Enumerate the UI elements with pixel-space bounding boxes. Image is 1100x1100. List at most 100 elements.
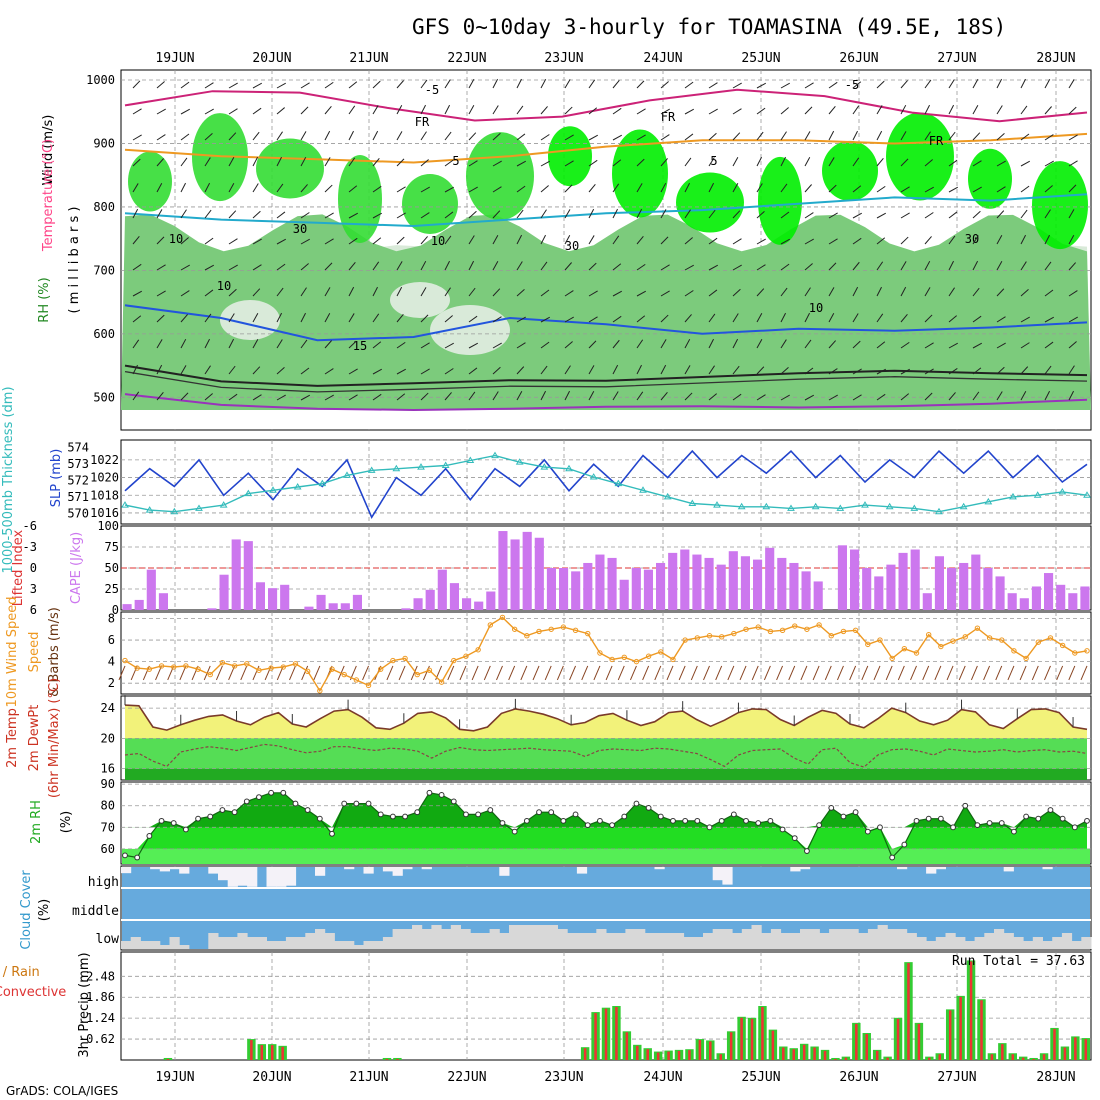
cape-bar-62 bbox=[874, 576, 884, 610]
surface-barb-24 bbox=[410, 665, 418, 681]
cloud-low-61 bbox=[712, 929, 723, 949]
wind-barb bbox=[636, 263, 646, 271]
precip-conv-bar-48 bbox=[625, 1032, 629, 1060]
wind-barb bbox=[636, 235, 644, 245]
rh2m-marker-14 bbox=[292, 800, 299, 807]
wind-barb bbox=[1020, 366, 1029, 375]
rh2m-marker-60 bbox=[852, 809, 859, 816]
cloud-low-20 bbox=[315, 929, 326, 949]
wind-barb bbox=[996, 235, 1003, 245]
rh2m-marker-19 bbox=[353, 800, 360, 807]
cloud-high-29 bbox=[402, 867, 413, 870]
wind-barb bbox=[276, 366, 285, 375]
cloud-low-89 bbox=[984, 933, 995, 949]
wind-barb bbox=[924, 236, 932, 245]
wind-barb bbox=[492, 261, 499, 271]
wind-barb bbox=[228, 82, 238, 89]
cloud-low-64 bbox=[741, 929, 752, 949]
surface-barb-55 bbox=[788, 665, 796, 681]
precip-conv-bar-87 bbox=[1032, 1058, 1035, 1060]
cloud-low-85 bbox=[945, 933, 956, 949]
wind-barb bbox=[684, 264, 694, 271]
rh2m-marker-65 bbox=[913, 817, 920, 824]
precip-label-3: 3hr Precip (mm) bbox=[77, 952, 92, 1057]
cape-tick-4: 100 bbox=[97, 519, 119, 533]
wind-barb bbox=[276, 339, 283, 349]
wind-barb bbox=[444, 159, 454, 167]
cloud-low-14 bbox=[256, 937, 267, 949]
slp-tick-0: 1016 bbox=[90, 506, 119, 520]
wind-barb bbox=[444, 315, 453, 323]
cloud-low-66 bbox=[761, 933, 772, 949]
precip-conv-bar-4 bbox=[166, 1058, 170, 1060]
wind-barb bbox=[156, 314, 165, 323]
thickness-marker-22 bbox=[663, 492, 672, 500]
wind-barb bbox=[756, 183, 763, 193]
thickness-marker-35 bbox=[984, 497, 993, 505]
cloud-high-69 bbox=[790, 867, 801, 872]
surface-barb-15 bbox=[301, 665, 309, 681]
rh2m-marker-63 bbox=[889, 854, 896, 861]
cloud-high-20 bbox=[315, 867, 326, 876]
wind-barb bbox=[1068, 390, 1075, 401]
thickness-label: 1000-500mb Thickness (dm) bbox=[1, 386, 16, 573]
wind-barb bbox=[780, 238, 791, 245]
surface-barb-22 bbox=[386, 665, 394, 681]
wind-barb bbox=[756, 394, 766, 401]
wind-barb bbox=[756, 288, 765, 297]
slp-tick-3: 1022 bbox=[90, 453, 119, 467]
wind-barb bbox=[204, 132, 213, 141]
wind-speed-marker-9 bbox=[231, 663, 238, 669]
thickness-marker-2 bbox=[170, 507, 179, 515]
rh2m-marker-50 bbox=[730, 811, 737, 818]
wind-speed-marker-51 bbox=[743, 626, 749, 632]
upper-air-panel: 500 600 700 800 900 1000 -5 -5 FR FR FR 5 5 10 10 10 10 1… bbox=[37, 69, 1092, 431]
rh2m-marker-42 bbox=[633, 800, 640, 807]
cape-bar-65 bbox=[910, 549, 920, 610]
wind-barb bbox=[972, 342, 983, 349]
cloud-low-88 bbox=[974, 937, 985, 949]
precip-conv-bar-89 bbox=[1053, 1028, 1056, 1060]
wind-barb bbox=[276, 131, 283, 141]
li-label: Lifted Index bbox=[11, 529, 26, 606]
wind-barb bbox=[492, 366, 501, 375]
slp-tick-1: 1018 bbox=[90, 488, 119, 502]
temp-label-3: (6hr Min/Max) (°C) bbox=[47, 678, 62, 798]
cloud-low-34 bbox=[450, 925, 461, 949]
precip-conv-bar-84 bbox=[1001, 1044, 1004, 1060]
wind-barb bbox=[588, 134, 598, 141]
wind-barb bbox=[780, 82, 790, 89]
wind-barb bbox=[492, 342, 502, 349]
rh-high-area-4 bbox=[402, 173, 458, 234]
wind-barb bbox=[900, 186, 910, 193]
cape-tick-3: 75 bbox=[105, 540, 119, 554]
cape-bar-15 bbox=[304, 606, 314, 610]
wind-barb bbox=[828, 238, 838, 245]
wind-barb bbox=[540, 316, 551, 323]
cape-bar-76 bbox=[1044, 573, 1054, 610]
wind-barb bbox=[228, 238, 238, 245]
wind-barb bbox=[564, 79, 571, 89]
wind-barb bbox=[564, 184, 573, 193]
wind-barb bbox=[324, 81, 334, 89]
cloud-high-31 bbox=[421, 867, 432, 870]
wind-barb bbox=[372, 105, 379, 115]
wind-barb bbox=[516, 261, 523, 271]
thickness-marker-6 bbox=[269, 486, 277, 493]
thickness-marker-26 bbox=[762, 502, 771, 510]
wind-barb bbox=[804, 212, 814, 219]
wind-speed-marker-54 bbox=[779, 627, 786, 634]
wind-speed-marker-68 bbox=[950, 638, 956, 644]
cloud-low-32 bbox=[431, 925, 442, 949]
rh2m-label: 2m RH bbox=[29, 800, 44, 844]
wind-barb bbox=[492, 160, 502, 167]
rh2m-tick-2: 80 bbox=[101, 799, 115, 813]
cloud-low-93 bbox=[1023, 941, 1034, 949]
wind-barb bbox=[204, 365, 211, 375]
cape-bar-53 bbox=[765, 547, 775, 610]
wind-barb bbox=[708, 82, 718, 89]
rh2m-marker-48 bbox=[706, 824, 713, 831]
cloud-level-low: low bbox=[96, 932, 120, 947]
wind-barb bbox=[180, 290, 190, 297]
wind-barb bbox=[660, 290, 670, 297]
